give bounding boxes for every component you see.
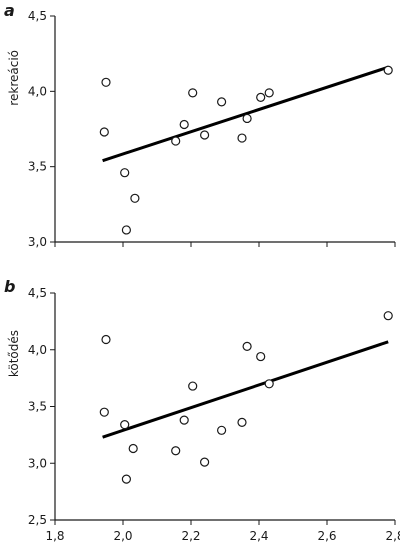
y-axis-title: kötődés — [7, 330, 21, 377]
y-tick-label: 3,0 — [28, 235, 47, 249]
data-point — [217, 425, 227, 435]
axes-frame — [54, 293, 395, 521]
data-point — [120, 168, 130, 178]
data-point — [179, 415, 189, 425]
panel-a: a rekreáció 3,0 3,5 4,0 4,5 — [4, 1, 396, 249]
data-point — [101, 77, 111, 87]
y-tick-label: 4,0 — [28, 343, 47, 357]
data-point — [121, 474, 132, 484]
data-point — [264, 379, 274, 389]
data-point — [237, 133, 247, 143]
data-point — [200, 130, 210, 140]
data-point — [128, 443, 138, 454]
y-tick-label: 2,5 — [28, 513, 47, 527]
x-tick-label: 1,8 — [45, 529, 64, 543]
data-point — [200, 457, 210, 467]
y-tick-label: 3,5 — [28, 160, 47, 174]
data-point — [383, 311, 393, 321]
y-tick-label: 3,0 — [28, 456, 47, 470]
trend-line — [102, 340, 389, 439]
data-point — [237, 417, 247, 427]
x-tick-label: 2,4 — [249, 529, 268, 543]
y-axis-title: rekreáció — [7, 50, 21, 106]
data-point — [121, 225, 132, 235]
data-point — [171, 446, 181, 456]
data-point — [101, 334, 111, 345]
y-tick-label: 4,5 — [28, 9, 47, 23]
data-point — [188, 88, 198, 98]
data-point — [256, 351, 266, 362]
panel-letter: b — [4, 277, 15, 296]
x-tick-label: 2,6 — [317, 529, 336, 543]
data-point — [264, 88, 274, 98]
data-point — [99, 407, 109, 417]
data-point — [242, 341, 252, 351]
data-point — [256, 92, 266, 102]
panel-letter: a — [4, 1, 15, 20]
data-point — [130, 193, 140, 203]
data-point — [188, 381, 198, 391]
trend-line — [102, 65, 389, 163]
data-point — [242, 113, 252, 124]
data-point — [171, 136, 181, 146]
x-tick-label: 2,0 — [113, 529, 132, 543]
y-tick-label: 4,5 — [28, 286, 47, 300]
data-point — [383, 65, 393, 75]
y-tick-label: 3,5 — [28, 400, 47, 414]
panel-b: b kötődés 2,5 3,0 3,5 4,0 4,5 1,8 2,0 2,2 2,4 2,6 2,… — [4, 277, 400, 543]
data-point — [179, 119, 189, 130]
data-point — [217, 97, 227, 107]
x-tick-label: 2,2 — [181, 529, 200, 543]
data-point — [99, 127, 109, 137]
data-point — [120, 420, 130, 430]
y-tick-label: 4,0 — [28, 84, 47, 98]
x-tick-label: 2,8 — [385, 529, 400, 543]
